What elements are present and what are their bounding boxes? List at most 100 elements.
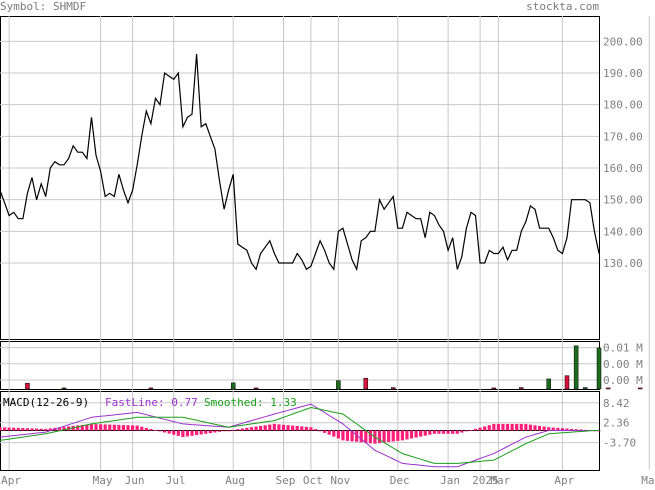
price-panel-frame	[0, 16, 600, 340]
price-tick-label: 160.00	[603, 162, 643, 175]
macd-histogram-bar	[163, 430, 167, 433]
macd-histogram-bar	[524, 423, 528, 431]
site-label[interactable]: stockta.com	[526, 0, 599, 13]
macd-histogram-bar	[213, 430, 217, 433]
volume-bar	[230, 382, 236, 390]
macd-fast-line	[0, 403, 600, 468]
macd-histogram-bar	[30, 428, 34, 431]
macd-histogram-bar	[126, 425, 130, 431]
macd-title: MACD(12-26-9)	[3, 396, 89, 409]
macd-histogram-bar	[295, 425, 299, 431]
macd-histogram-bar	[149, 429, 153, 431]
macd-smoothed-line	[0, 406, 599, 464]
macd-histogram-bar	[560, 428, 565, 431]
macd-histogram-bar	[48, 428, 52, 431]
volume-bar	[390, 387, 396, 390]
macd-histogram-bar	[327, 430, 331, 435]
price-line	[0, 53, 600, 272]
macd-histogram-bar	[0, 427, 2, 431]
macd-histogram-bar	[419, 430, 423, 437]
macd-histogram-bar	[62, 426, 66, 431]
macd-histogram-bar	[396, 430, 400, 441]
macd-histogram-bar	[547, 427, 551, 431]
macd-histogram-bar	[542, 426, 546, 431]
macd-histogram-bar	[34, 428, 39, 431]
volume-bar	[148, 387, 154, 390]
macd-histogram-bar	[510, 423, 514, 431]
volume-bar	[637, 387, 643, 390]
macd-histogram-bar	[135, 425, 139, 431]
macd-histogram-bar	[121, 425, 126, 431]
macd-histogram-bar	[309, 427, 313, 431]
macd-histogram-bar	[98, 424, 103, 431]
macd-histogram-bar	[496, 423, 501, 431]
macd-histogram-bar	[569, 428, 574, 431]
macd-histogram-bar	[368, 430, 372, 444]
macd-histogram-bar	[240, 428, 244, 431]
volume-tick-label: 0.01 M	[603, 342, 643, 355]
macd-histogram-bar	[76, 425, 80, 431]
macd-histogram-bar	[341, 430, 345, 441]
macd-histogram-bar	[222, 430, 226, 432]
macd-tick-label: 2.36	[603, 417, 630, 430]
macd-smoothed-label: Smoothed: 1.33	[204, 396, 297, 409]
macd-histogram-bar	[103, 424, 107, 431]
macd-histogram-bar	[176, 430, 180, 436]
macd-histogram-bar	[391, 430, 395, 442]
macd-histogram-bar	[94, 424, 98, 431]
macd-histogram-bar	[44, 428, 48, 431]
macd-histogram-bar	[12, 427, 16, 431]
volume-bar	[573, 345, 579, 390]
macd-histogram-bar	[39, 428, 43, 431]
macd-histogram-bar	[313, 429, 318, 431]
volume-bar	[583, 387, 588, 390]
volume-bar	[253, 387, 259, 390]
price-tick-label: 180.00	[603, 99, 643, 112]
macd-histogram-bar	[483, 426, 487, 431]
volume-tick-label: 0.00 M	[603, 358, 643, 371]
macd-histogram-bar	[409, 430, 414, 439]
macd-histogram-bar	[432, 430, 436, 434]
x-tick-label: Sep	[275, 474, 295, 486]
macd-histogram-bar	[204, 430, 208, 434]
macd-histogram-bar	[405, 430, 409, 440]
macd-histogram-bar	[227, 430, 231, 432]
macd-histogram-bar	[112, 424, 116, 431]
x-tick-label: Nov	[330, 474, 350, 486]
macd-histogram-bar	[533, 425, 537, 431]
macd-histogram-bar	[199, 430, 203, 435]
price-tick-label: 140.00	[603, 225, 643, 238]
macd-histogram-bar	[21, 428, 25, 431]
price-tick-label: 170.00	[603, 130, 643, 143]
macd-histogram-bar	[423, 430, 427, 436]
macd-histogram-bar	[117, 424, 121, 431]
macd-histogram-bar	[158, 430, 162, 432]
macd-histogram-bar	[382, 430, 386, 443]
price-tick-label: 130.00	[603, 257, 643, 270]
macd-histogram-bar	[437, 430, 441, 434]
macd-histogram-bar	[377, 430, 382, 444]
macd-histogram-bar	[277, 424, 281, 431]
macd-histogram-bar	[528, 424, 533, 431]
macd-histogram-bar	[108, 424, 112, 431]
symbol-label: Symbol: SHMDF	[0, 0, 87, 13]
macd-histogram-bar	[16, 427, 20, 431]
macd-histogram-bar	[478, 427, 482, 431]
volume-bar	[25, 382, 30, 390]
macd-histogram-bar	[2, 427, 7, 431]
macd-histogram-bar	[195, 430, 199, 436]
macd-histogram-bar	[441, 430, 446, 434]
price-tick-label: 200.00	[603, 35, 643, 48]
macd-histogram-bar	[268, 424, 272, 431]
x-tick-label: 2025	[472, 474, 499, 486]
price-tick-label: 150.00	[603, 194, 643, 207]
macd-histogram-bar	[551, 427, 555, 431]
macd-histogram-bar	[57, 427, 62, 431]
macd-histogram-bar	[25, 428, 30, 431]
volume-bar	[519, 387, 524, 390]
macd-histogram-bar	[85, 424, 89, 431]
x-tick-label: Mar	[490, 474, 510, 486]
volume-bar	[61, 387, 67, 390]
x-tick-label: Apr	[554, 474, 574, 486]
macd-tick-label: 8.42	[603, 397, 630, 410]
